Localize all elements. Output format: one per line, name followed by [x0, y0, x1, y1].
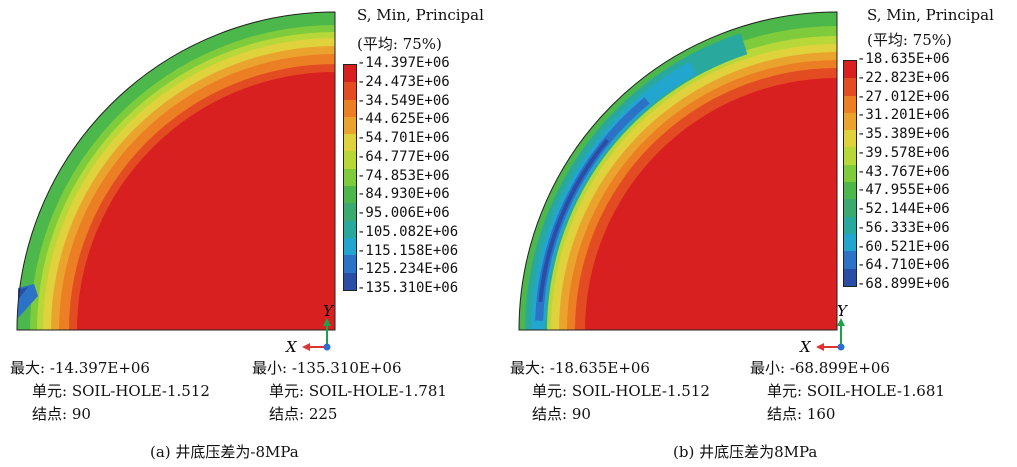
legend-value: -84.930E+06 — [357, 186, 450, 203]
legend-swatch — [344, 220, 356, 238]
legend-swatch — [344, 116, 356, 135]
legend-swatch — [844, 233, 856, 252]
legend-labels: -18.635E+06 -22.823E+06 -27.012E+06 -31.201… — [857, 52, 1015, 292]
y-arrow-head — [837, 318, 845, 326]
legend-value: -125.234E+06 — [357, 261, 459, 278]
legend-value: -105.082E+06 — [357, 223, 459, 240]
x-arrow-head — [816, 343, 824, 351]
legend-swatch — [844, 147, 856, 165]
legend-value: -24.473E+06 — [357, 73, 450, 90]
legend-value: -52.144E+06 — [857, 201, 950, 217]
legend-value: -68.899E+06 — [857, 276, 950, 292]
min-info: 最小: -68.899E+06 单元: SOIL-HOLE-1.681 结点: … — [750, 357, 945, 426]
legend-swatch — [844, 199, 856, 217]
caption-b: (b) 井底压差为8MPa — [673, 443, 818, 461]
legend-value: -18.635E+06 — [857, 51, 950, 67]
min-node: 结点: 160 — [767, 405, 836, 423]
contour-min-spot — [18, 287, 28, 300]
contour-band — [585, 78, 837, 330]
legend-value: -27.012E+06 — [857, 88, 950, 105]
axis-origin — [323, 343, 331, 351]
legend-value: -22.823E+06 — [857, 69, 950, 86]
legend-title: S, Min, Principal — [357, 6, 484, 24]
legend-swatch — [844, 268, 856, 286]
legend-average: (平均: 75%) — [867, 31, 952, 49]
legend-value: -34.549E+06 — [357, 92, 450, 109]
contour-band — [77, 72, 335, 330]
legend-swatch — [844, 78, 856, 96]
legend-swatch — [844, 112, 856, 131]
y-arrow-head — [323, 318, 331, 326]
legend-value: -74.853E+06 — [357, 167, 450, 184]
axis-origin — [837, 343, 845, 351]
max-value: 最大: -18.635E+06 — [510, 359, 650, 377]
min-info: 最小: -135.310E+06 单元: SOIL-HOLE-1.781 结点:… — [252, 357, 447, 426]
legend-value: -135.310E+06 — [357, 280, 459, 296]
legend-swatch — [844, 164, 856, 183]
min-value: 最小: -135.310E+06 — [252, 359, 402, 377]
legend-value: -44.625E+06 — [357, 111, 450, 128]
min-value: 最小: -68.899E+06 — [750, 359, 890, 377]
min-node: 结点: 225 — [269, 405, 338, 423]
legend-swatch — [344, 186, 356, 204]
legend-swatch — [344, 237, 356, 256]
legend-swatch — [844, 216, 856, 234]
legend-value: -60.521E+06 — [857, 238, 950, 255]
legend-swatch — [344, 134, 356, 152]
max-info: 最大: -18.635E+06 单元: SOIL-HOLE-1.512 结点: … — [510, 357, 710, 426]
model-outline — [16, 11, 336, 331]
legend-swatch — [344, 65, 356, 83]
caption-a: (a) 井底压差为-8MPa — [150, 443, 299, 461]
legend-swatch — [344, 168, 356, 187]
x-axis-label: X — [285, 338, 298, 356]
legend-value: -43.767E+06 — [857, 163, 950, 180]
legend-title: S, Min, Principal — [867, 6, 994, 24]
legend-value: -95.006E+06 — [357, 205, 450, 221]
legend-swatch — [344, 151, 356, 169]
legend-value: -39.578E+06 — [857, 144, 950, 161]
legend-swatch — [844, 61, 856, 79]
legend-swatch — [344, 82, 356, 100]
max-element: 单元: SOIL-HOLE-1.512 — [532, 382, 710, 400]
legend-color-bar — [843, 60, 857, 287]
legend-swatch — [344, 255, 356, 273]
legend-swatch — [844, 182, 856, 200]
legend-value: -64.777E+06 — [357, 148, 450, 165]
legend-color-bar — [343, 64, 357, 291]
legend-average: (平均: 75%) — [357, 35, 442, 53]
max-node: 结点: 90 — [532, 405, 591, 423]
contour-band — [531, 61, 697, 330]
y-axis-label: Y — [323, 302, 335, 320]
legend-swatch — [844, 251, 856, 269]
legend-swatch — [844, 130, 856, 148]
legend-swatch — [344, 203, 356, 221]
legend-value: -35.389E+06 — [857, 126, 950, 142]
legend-value: -115.158E+06 — [357, 242, 459, 259]
legend-value: -56.333E+06 — [857, 219, 950, 236]
legend-value: -64.710E+06 — [857, 257, 950, 274]
max-node: 结点: 90 — [32, 405, 91, 423]
max-element: 单元: SOIL-HOLE-1.512 — [32, 382, 210, 400]
y-axis-label: Y — [837, 302, 849, 320]
legend-labels: -14.397E+06 -24.473E+06 -34.549E+06 -44.625… — [357, 56, 507, 296]
contour-plot-b: YX — [518, 11, 849, 356]
model-outline — [518, 11, 838, 331]
min-element: 单元: SOIL-HOLE-1.781 — [269, 382, 447, 400]
max-info: 最大: -14.397E+06 单元: SOIL-HOLE-1.512 结点: … — [10, 357, 210, 426]
legend-value: -31.201E+06 — [857, 107, 950, 124]
x-arrow-head — [302, 343, 310, 351]
min-element: 单元: SOIL-HOLE-1.681 — [767, 382, 945, 400]
contour-plot-a: YX — [16, 11, 336, 356]
legend-swatch — [844, 95, 856, 113]
legend-swatch — [344, 272, 356, 290]
max-value: 最大: -14.397E+06 — [10, 359, 150, 377]
legend-swatch — [344, 99, 356, 117]
legend-value: -54.701E+06 — [357, 130, 450, 146]
x-axis-label: X — [799, 338, 812, 356]
legend-value: -14.397E+06 — [357, 55, 450, 71]
legend-value: -47.955E+06 — [857, 182, 950, 199]
